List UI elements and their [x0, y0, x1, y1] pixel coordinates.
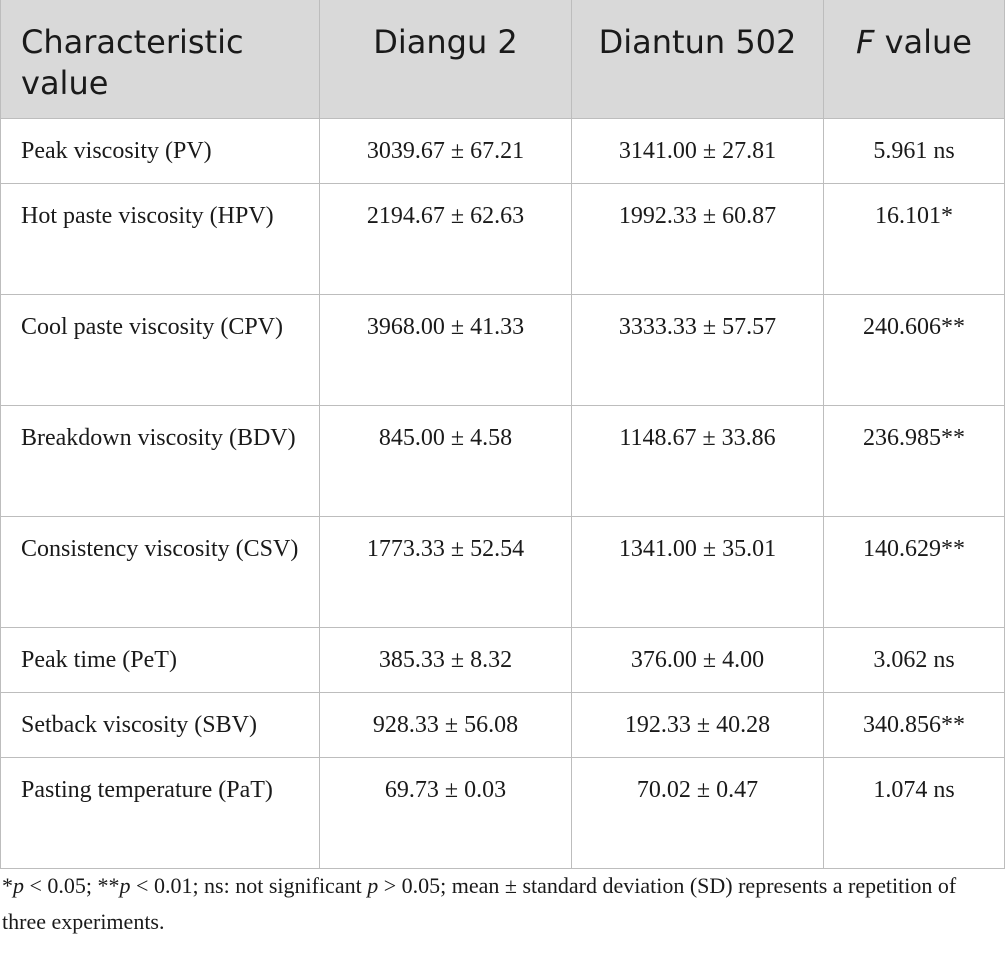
- cell-f-value: 1.074 ns: [823, 757, 1005, 869]
- cell-diangu: 3039.67 ± 67.21: [319, 118, 572, 184]
- row-label: Breakdown viscosity (BDV): [0, 405, 320, 517]
- table-footnote: *p < 0.05; **p < 0.01; ns: not significa…: [2, 868, 1002, 940]
- cell-diantun: 3333.33 ± 57.57: [571, 294, 824, 406]
- table-row: Peak viscosity (PV) 3039.67 ± 67.21 3141…: [0, 118, 1005, 184]
- table-row: Breakdown viscosity (BDV) 845.00 ± 4.58 …: [0, 405, 1005, 517]
- table-row: Cool paste viscosity (CPV) 3968.00 ± 41.…: [0, 294, 1005, 406]
- footnote-part: *: [2, 873, 13, 898]
- cell-f-value: 5.961 ns: [823, 118, 1005, 184]
- row-label: Peak viscosity (PV): [0, 118, 320, 184]
- cell-diantun: 376.00 ± 4.00: [571, 627, 824, 693]
- footnote-p-symbol: p: [13, 873, 24, 898]
- header-characteristic: Characteristic value: [0, 0, 320, 119]
- header-diangu: Diangu 2: [319, 0, 572, 119]
- row-label: Consistency viscosity (CSV): [0, 516, 320, 628]
- table-row: Consistency viscosity (CSV) 1773.33 ± 52…: [0, 516, 1005, 628]
- cell-diantun: 192.33 ± 40.28: [571, 692, 824, 758]
- row-label: Pasting temperature (PaT): [0, 757, 320, 869]
- header-f-symbol: F: [856, 23, 875, 61]
- footnote-p-symbol: p: [119, 873, 131, 898]
- header-f-suffix: value: [874, 23, 972, 61]
- cell-f-value: 3.062 ns: [823, 627, 1005, 693]
- pasting-properties-table: Characteristic value Diangu 2 Diantun 50…: [0, 0, 1005, 869]
- cell-diantun: 1148.67 ± 33.86: [571, 405, 824, 517]
- table-row: Setback viscosity (SBV) 928.33 ± 56.08 1…: [0, 692, 1005, 758]
- cell-diangu: 1773.33 ± 52.54: [319, 516, 572, 628]
- cell-diantun: 1341.00 ± 35.01: [571, 516, 824, 628]
- cell-f-value: 16.101*: [823, 183, 1005, 295]
- table-row: Pasting temperature (PaT) 69.73 ± 0.03 7…: [0, 757, 1005, 869]
- table-row: Hot paste viscosity (HPV) 2194.67 ± 62.6…: [0, 183, 1005, 295]
- row-label: Hot paste viscosity (HPV): [0, 183, 320, 295]
- header-f-value: F value: [823, 0, 1005, 119]
- cell-diantun: 1992.33 ± 60.87: [571, 183, 824, 295]
- footnote-part: < 0.01; ns: not significant: [130, 873, 368, 898]
- table-row: Peak time (PeT) 385.33 ± 8.32 376.00 ± 4…: [0, 627, 1005, 693]
- cell-f-value: 240.606**: [823, 294, 1005, 406]
- cell-diangu: 3968.00 ± 41.33: [319, 294, 572, 406]
- cell-f-value: 140.629**: [823, 516, 1005, 628]
- row-label: Peak time (PeT): [0, 627, 320, 693]
- cell-diangu: 928.33 ± 56.08: [319, 692, 572, 758]
- cell-diangu: 2194.67 ± 62.63: [319, 183, 572, 295]
- cell-f-value: 340.856**: [823, 692, 1005, 758]
- cell-diangu: 69.73 ± 0.03: [319, 757, 572, 869]
- footnote-p-symbol: p: [367, 873, 379, 898]
- footnote-part: < 0.05; **: [24, 873, 120, 898]
- table-header-row: Characteristic value Diangu 2 Diantun 50…: [0, 0, 1005, 119]
- cell-diangu: 845.00 ± 4.58: [319, 405, 572, 517]
- row-label: Cool paste viscosity (CPV): [0, 294, 320, 406]
- header-diantun: Diantun 502: [571, 0, 824, 119]
- cell-diantun: 3141.00 ± 27.81: [571, 118, 824, 184]
- data-table-container: Characteristic value Diangu 2 Diantun 50…: [0, 0, 1005, 869]
- cell-diantun: 70.02 ± 0.47: [571, 757, 824, 869]
- cell-diangu: 385.33 ± 8.32: [319, 627, 572, 693]
- row-label: Setback viscosity (SBV): [0, 692, 320, 758]
- footnote-part: > 0.05; mean ± standard deviation (SD) r…: [2, 873, 957, 934]
- cell-f-value: 236.985**: [823, 405, 1005, 517]
